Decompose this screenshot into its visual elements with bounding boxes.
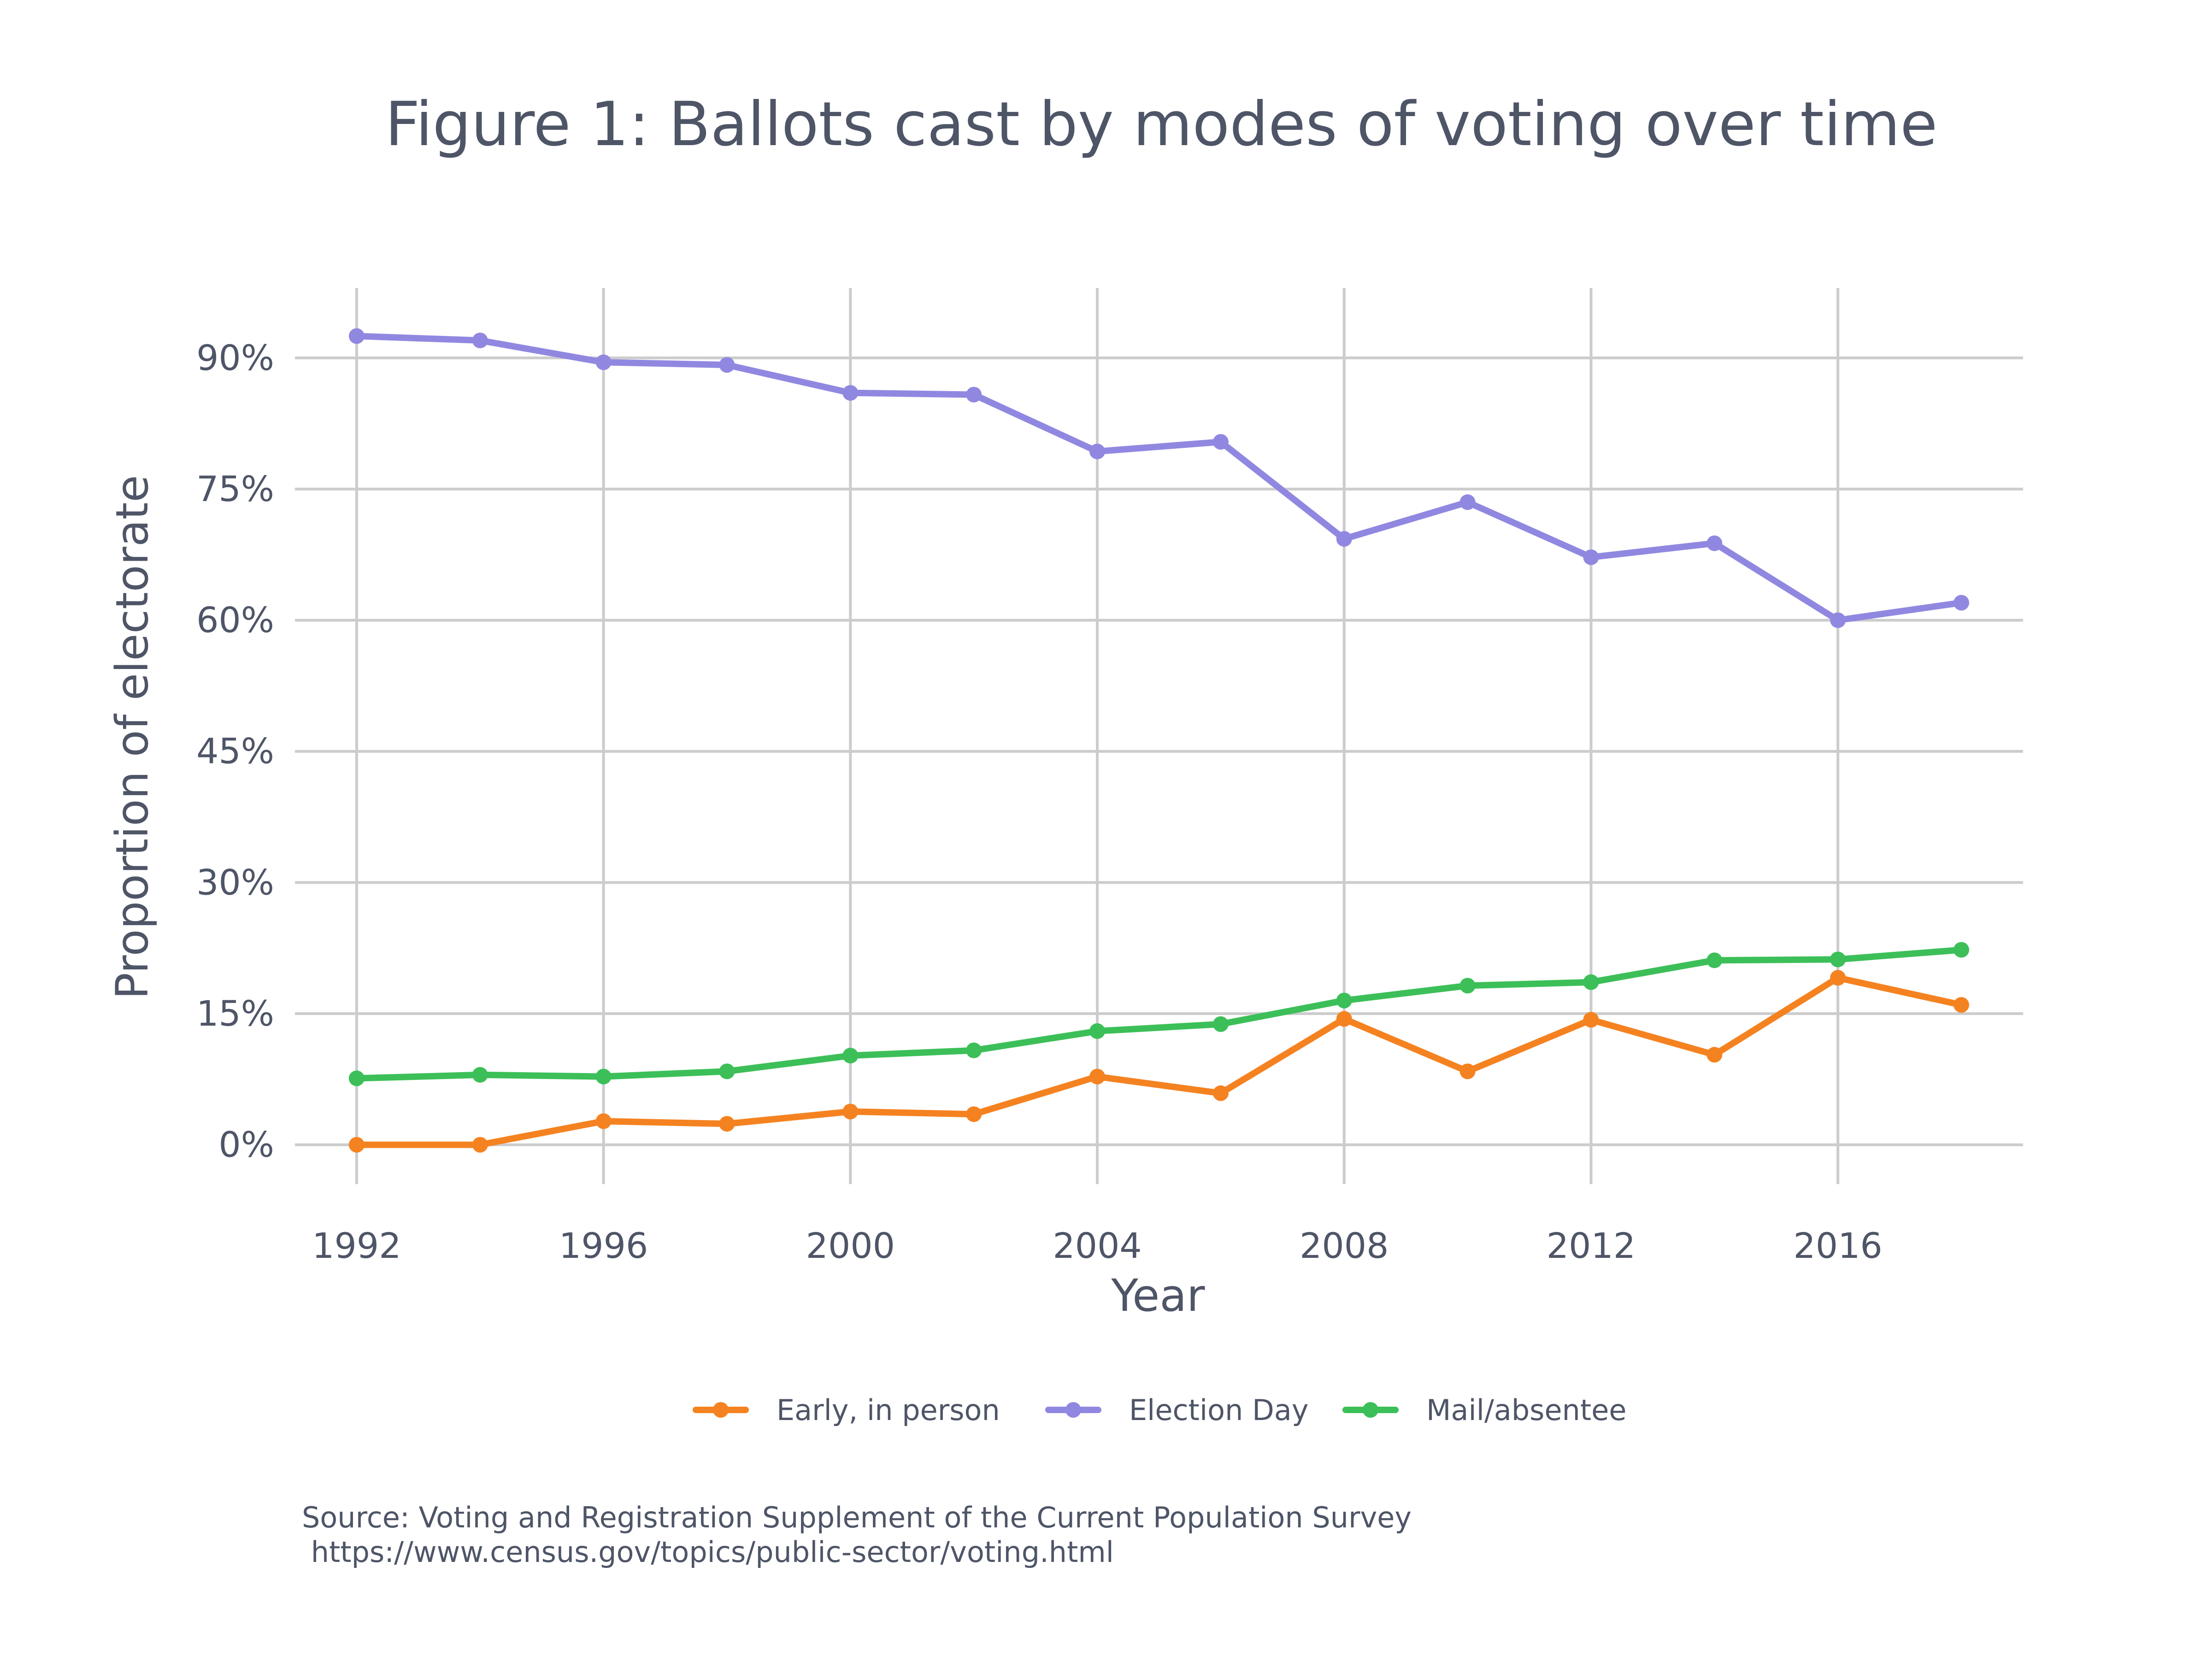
y-tick-label: 0% xyxy=(218,1124,274,1165)
legend-item: Early, in person xyxy=(693,1393,1000,1427)
legend: Early, in person Election Day Mail/absente… xyxy=(693,1393,1627,1427)
data-point xyxy=(1583,1012,1599,1028)
y-axis-tick-labels: 0% 15% 30% 45% 60% 75% 90% xyxy=(196,337,274,1165)
x-tick-label: 2016 xyxy=(1794,1225,1883,1266)
series-line xyxy=(353,974,1965,1148)
data-series xyxy=(348,328,1970,1153)
data-point xyxy=(966,387,982,403)
data-point xyxy=(1706,952,1723,968)
legend-key-point xyxy=(1363,1402,1378,1418)
data-point xyxy=(1583,974,1599,990)
data-point xyxy=(1459,494,1476,510)
data-point xyxy=(1459,978,1476,994)
data-point xyxy=(1953,997,1970,1013)
data-point xyxy=(348,328,365,344)
source-line-2: https://www.census.gov/topics/public-sec… xyxy=(302,1535,1114,1569)
x-tick-label: 1992 xyxy=(312,1225,401,1266)
data-point xyxy=(842,1103,859,1120)
data-point xyxy=(595,1068,612,1085)
data-point xyxy=(966,1042,982,1058)
data-point xyxy=(1706,535,1723,552)
data-point xyxy=(1830,612,1846,628)
x-tick-label: 2008 xyxy=(1300,1225,1388,1266)
data-point xyxy=(472,332,488,348)
series-election-day xyxy=(348,328,1970,628)
data-point xyxy=(1953,942,1970,958)
series-mail-absentee xyxy=(348,942,1970,1086)
x-axis-tick-labels: 1992 1996 2000 2004 2008 2012 2016 xyxy=(312,1225,1883,1266)
legend-label: Early, in person xyxy=(777,1393,1000,1427)
data-point xyxy=(1830,951,1846,968)
legend-item: Election Day xyxy=(1045,1393,1309,1427)
y-tick-label: 15% xyxy=(196,993,274,1034)
data-point xyxy=(1706,1047,1723,1063)
data-point xyxy=(595,1113,612,1129)
data-point xyxy=(1336,1011,1352,1027)
data-point xyxy=(1212,1016,1229,1032)
data-point xyxy=(348,1070,365,1086)
data-point xyxy=(842,1048,859,1064)
x-axis-title: Year xyxy=(1111,1270,1205,1321)
data-point xyxy=(1212,434,1229,450)
legend-key-point xyxy=(1065,1402,1081,1418)
data-point xyxy=(719,357,735,373)
data-point xyxy=(472,1067,488,1083)
data-point xyxy=(1089,1023,1106,1039)
data-point xyxy=(719,1116,735,1132)
data-point xyxy=(1336,992,1352,1009)
data-point xyxy=(1953,595,1970,611)
y-axis-title: Proportion of electorate xyxy=(106,475,158,999)
gridlines xyxy=(295,288,2023,1184)
data-point xyxy=(595,354,612,370)
data-point xyxy=(966,1106,982,1122)
data-point xyxy=(1459,1063,1476,1080)
series-line xyxy=(353,333,1965,624)
x-tick-label: 2012 xyxy=(1547,1225,1635,1266)
data-point xyxy=(472,1137,488,1153)
data-point xyxy=(1336,531,1352,547)
y-tick-label: 30% xyxy=(196,862,274,903)
y-tick-label: 75% xyxy=(196,468,274,509)
data-point xyxy=(719,1063,735,1080)
data-point xyxy=(1212,1085,1229,1101)
x-tick-label: 2000 xyxy=(806,1225,895,1266)
source-line-1: Source: Voting and Registration Suppleme… xyxy=(302,1501,1412,1534)
legend-label: Election Day xyxy=(1129,1393,1309,1427)
x-tick-label: 2004 xyxy=(1053,1225,1141,1266)
y-tick-label: 60% xyxy=(196,599,274,640)
data-point xyxy=(348,1137,365,1153)
data-point xyxy=(1830,970,1846,986)
y-tick-label: 45% xyxy=(196,731,274,772)
data-point xyxy=(1089,443,1106,459)
x-tick-label: 1996 xyxy=(559,1225,648,1266)
legend-label: Mail/absentee xyxy=(1426,1393,1627,1427)
data-point xyxy=(1583,549,1599,565)
legend-key-point xyxy=(713,1402,729,1418)
data-point xyxy=(1089,1068,1106,1085)
data-point xyxy=(842,385,859,401)
series-line xyxy=(353,946,1965,1082)
series-early-in-person xyxy=(348,970,1970,1153)
y-tick-label: 90% xyxy=(196,337,274,378)
legend-item: Mail/absentee xyxy=(1342,1393,1627,1427)
chart-title: Figure 1: Ballots cast by modes of votin… xyxy=(385,89,1938,160)
